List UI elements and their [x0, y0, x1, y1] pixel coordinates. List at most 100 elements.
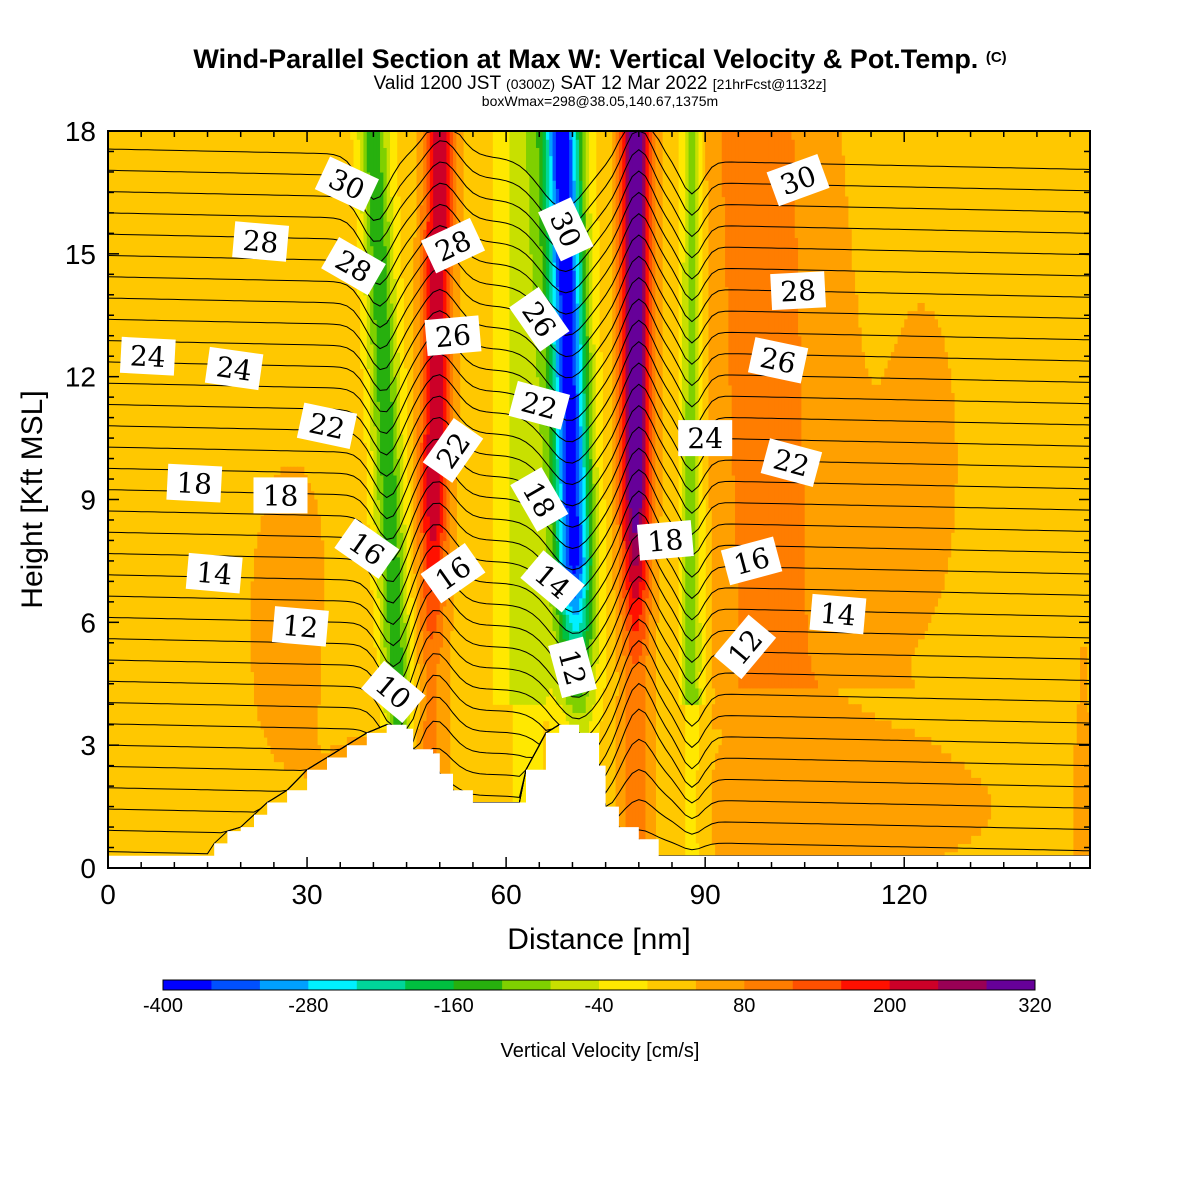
field-cell — [851, 270, 856, 689]
field-cell — [592, 343, 597, 484]
field-cell — [575, 393, 580, 517]
field-cell — [731, 131, 736, 476]
theta-label: 22 — [760, 438, 823, 487]
field-cell — [917, 302, 922, 640]
theta-label: 18 — [253, 477, 308, 514]
field-cell — [890, 728, 895, 869]
field-cell — [937, 745, 942, 861]
field-cell — [678, 131, 683, 705]
field-cell — [778, 131, 783, 689]
field-cell — [542, 704, 547, 722]
field-cell — [841, 696, 846, 869]
colorbar-swatch — [889, 980, 939, 990]
field-cell — [582, 302, 587, 394]
field-cell — [585, 335, 590, 427]
theta-label: 22 — [508, 380, 571, 430]
field-cell — [811, 671, 816, 689]
field-cell — [443, 450, 447, 542]
theta-label: 12 — [548, 636, 597, 699]
field-cell — [386, 622, 391, 697]
field-cell — [545, 311, 550, 427]
field-cell — [383, 131, 388, 148]
field-cell — [443, 605, 447, 869]
field-cell — [436, 524, 441, 566]
field-cell — [419, 204, 424, 443]
theta-label: 18 — [636, 520, 694, 561]
field-cell — [880, 720, 885, 869]
field-cell — [950, 761, 955, 853]
colorbar-tick-label: 320 — [1018, 995, 1051, 1017]
theta-label-box — [538, 197, 594, 262]
field-cell — [585, 229, 590, 337]
theta-label-box — [314, 156, 379, 212]
field-cell — [804, 687, 809, 869]
field-cell — [512, 704, 517, 869]
field-cell — [585, 425, 590, 517]
field-cell — [761, 131, 766, 689]
field-cell — [824, 131, 829, 869]
field-cell — [728, 384, 733, 869]
field-cell — [270, 483, 275, 754]
theta-label: 24 — [204, 346, 264, 391]
field-cell — [801, 450, 806, 689]
field-cell — [754, 131, 759, 689]
field-cell — [436, 614, 441, 664]
field-cell — [439, 131, 444, 443]
field-cell — [950, 393, 955, 533]
field-cell — [582, 466, 587, 558]
field-cell — [386, 696, 391, 730]
field-cell — [924, 736, 929, 869]
theta-label-box — [509, 286, 570, 352]
colorbar-frame — [162, 979, 1036, 991]
field-cell — [622, 131, 627, 542]
field-cell — [389, 401, 394, 681]
field-cell — [801, 687, 806, 869]
field-cell — [642, 589, 647, 640]
theta-contour-line — [107, 362, 1091, 464]
field-cell — [399, 278, 404, 435]
field-cell — [741, 131, 746, 689]
field-cell — [509, 131, 514, 705]
theta-contour-line — [107, 597, 1091, 698]
colorbar: -400 -280 -160 -40 80 200 320 Vertical Velocity… — [143, 979, 1052, 1062]
x-tick-label: 0 — [100, 879, 116, 910]
field-cell — [804, 131, 809, 615]
field-cell — [632, 532, 637, 566]
field-cell — [519, 704, 524, 869]
field-cell — [373, 319, 378, 427]
field-cell — [698, 622, 703, 673]
field-cell — [781, 687, 786, 869]
field-cell — [725, 131, 729, 288]
field-cell — [973, 777, 978, 836]
field-cell — [788, 687, 793, 869]
theta-label-box — [296, 402, 358, 450]
colorbar-swatch — [938, 980, 988, 990]
field-cell — [253, 548, 258, 705]
field-cell — [592, 483, 597, 640]
field-cell — [406, 483, 411, 615]
field-cell — [552, 425, 557, 517]
field-cell — [914, 311, 919, 648]
field-cell — [920, 736, 925, 869]
field-cell — [572, 597, 577, 615]
field-cell — [522, 704, 527, 869]
field-cell — [658, 131, 663, 517]
field-cell — [784, 131, 789, 689]
field-cell — [386, 319, 391, 623]
field-cell — [645, 131, 650, 542]
field-cell — [628, 131, 633, 509]
field-cell — [725, 286, 729, 869]
field-cell — [934, 319, 938, 607]
field-cell — [439, 581, 444, 648]
field-cell — [370, 245, 375, 345]
field-cell — [907, 311, 912, 689]
field-cell — [320, 540, 325, 640]
field-cell — [638, 581, 643, 615]
field-cell — [910, 679, 915, 689]
field-cell — [380, 131, 384, 173]
field-cell — [718, 745, 723, 869]
theta-label-text: 24 — [687, 422, 723, 455]
field-cell — [648, 131, 653, 525]
field-cell — [456, 131, 461, 435]
field-cell — [386, 221, 391, 320]
